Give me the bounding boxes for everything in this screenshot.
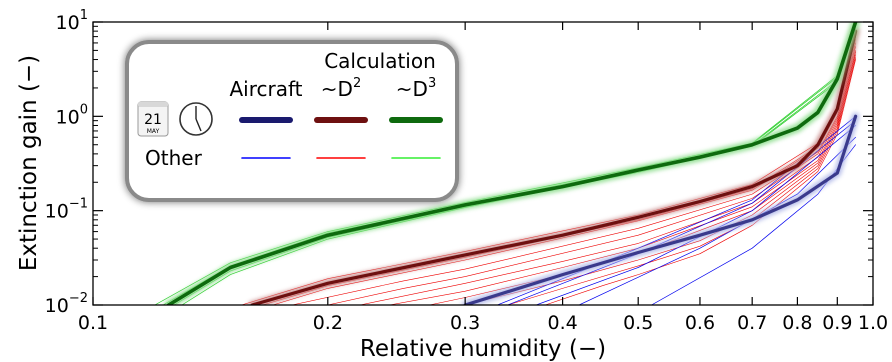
plot-frame xyxy=(92,21,874,306)
series-16-line xyxy=(507,57,856,305)
x-tick-label-3: 0.4 xyxy=(547,312,577,334)
y-ticks: 10−2 10−1 100 101 xyxy=(45,8,873,317)
calendar-icon: 21 MAY xyxy=(137,101,169,137)
legend-header-aircraft: Aircraft xyxy=(229,77,302,101)
series-12-line xyxy=(359,46,856,305)
legend: Calculation Aircraft ~D2 ~D3 21 MAY Othe… xyxy=(125,40,459,202)
x-tick-label-4: 0.5 xyxy=(623,312,653,334)
y-axis-label: Extinction gain (−) xyxy=(16,55,42,271)
series-22-line xyxy=(651,144,856,305)
legend-header-d3-sup: 3 xyxy=(428,76,436,91)
series-layer xyxy=(154,22,860,305)
legend-header-d2-text: ~D xyxy=(321,77,353,101)
x-tick-label-7: 0.8 xyxy=(782,312,812,334)
series-17-line xyxy=(544,59,856,305)
legend-header-d3: ~D3 xyxy=(396,76,436,101)
series-0-line xyxy=(463,114,858,305)
x-tick-label-9: 1.0 xyxy=(858,312,888,334)
legend-header-d2: ~D2 xyxy=(321,76,361,101)
x-tick-label-8: 0.9 xyxy=(822,312,852,334)
calendar-day: 21 xyxy=(144,112,162,128)
series-11-line xyxy=(327,42,856,305)
y-tick-label-2: 100 xyxy=(56,102,88,128)
legend-header-d2-sup: 2 xyxy=(353,76,361,91)
legend-swatches xyxy=(239,117,443,159)
series-1-line xyxy=(250,29,858,305)
series-13-line xyxy=(389,50,856,305)
x-tick-label-0: 0.1 xyxy=(78,312,108,334)
x-ticks: 0.1 0.2 0.3 0.4 0.5 0.6 0.7 0.8 0.9 1.0 xyxy=(78,22,888,334)
x-tick-label-1: 0.2 xyxy=(313,312,343,334)
legend-row-other: Other xyxy=(145,146,203,170)
x-tick-label-6: 0.7 xyxy=(737,312,767,334)
series-15-line xyxy=(464,54,856,305)
series-2-line xyxy=(166,22,858,305)
clock-icon xyxy=(179,102,213,136)
series-14-line xyxy=(429,51,856,305)
y-tick-label-1: 10−1 xyxy=(45,197,88,223)
x-axis-label: Relative humidity (−) xyxy=(360,336,606,362)
y-tick-label-0: 10−2 xyxy=(45,291,88,317)
x-tick-label-5: 0.6 xyxy=(685,312,715,334)
legend-header-calculation: Calculation xyxy=(324,49,436,73)
y-tick-label-3: 101 xyxy=(56,8,88,34)
calendar-month: MAY xyxy=(147,128,160,135)
x-tick-label-2: 0.3 xyxy=(450,312,480,334)
legend-header-d3-text: ~D xyxy=(396,77,428,101)
